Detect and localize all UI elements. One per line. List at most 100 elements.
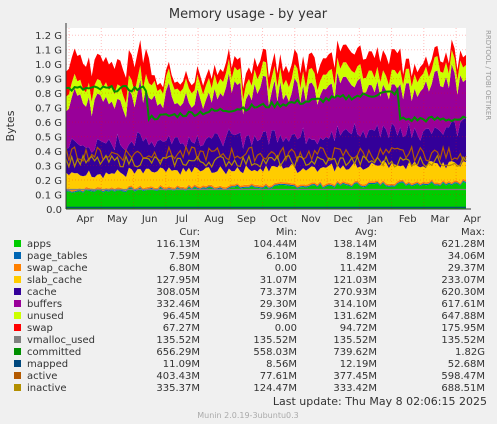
legend-name-committed: committed [27, 347, 81, 358]
x-tick-label: Mar [431, 214, 451, 225]
legend-header: Avg: [355, 227, 377, 238]
legend-swatch-page_tables [14, 252, 21, 259]
legend-min-inactive: 124.47M [253, 383, 297, 394]
legend-cur-vmalloc_used: 135.52M [156, 335, 200, 346]
area-apps [66, 181, 466, 209]
legend-min-vmalloc_used: 135.52M [253, 335, 297, 346]
legend-max-swap: 175.95M [441, 323, 485, 334]
last-update: Last update: Thu May 8 02:06:15 2025 [273, 395, 487, 408]
x-tick-label: May [107, 214, 128, 225]
legend-cur-buffers: 332.46M [156, 299, 200, 310]
legend-max-cache: 620.30M [441, 287, 485, 298]
x-tick-label: Jan [367, 214, 383, 225]
legend-cur-committed: 656.29M [156, 347, 200, 358]
x-tick-label: Apr [464, 214, 482, 225]
legend-max-swap_cache: 29.37M [448, 263, 485, 274]
legend-cur-cache: 308.05M [156, 287, 200, 298]
legend-name-swap: swap [27, 323, 53, 334]
legend-avg-unused: 131.62M [333, 311, 377, 322]
legend-swatch-committed [14, 348, 21, 355]
legend-cur-inactive: 335.37M [156, 383, 200, 394]
legend-cur-swap_cache: 6.80M [169, 263, 200, 274]
area-unused [66, 49, 466, 118]
x-tick-label: Nov [301, 214, 321, 225]
legend-avg-apps: 138.14M [333, 239, 377, 250]
legend-name-active: active [27, 371, 57, 382]
legend-avg-buffers: 314.10M [333, 299, 377, 310]
y-tick-label: 0.3 G [35, 162, 62, 173]
x-tick-label: Dec [334, 214, 353, 225]
legend-cur-page_tables: 7.59M [169, 251, 200, 262]
legend-max-inactive: 688.51M [441, 383, 485, 394]
legend-cur-mapped: 11.09M [163, 359, 200, 370]
y-tick-label: 0.2 G [35, 176, 62, 187]
legend-avg-vmalloc_used: 135.52M [333, 335, 377, 346]
legend-name-swap_cache: swap_cache [27, 263, 87, 274]
legend-avg-swap_cache: 11.42M [340, 263, 377, 274]
legend-name-mapped: mapped [27, 359, 68, 370]
legend-header: Min: [276, 227, 297, 238]
chart-title: Memory usage - by year [169, 7, 328, 22]
legend-min-unused: 59.96M [260, 311, 297, 322]
area-slab_cache [66, 160, 466, 190]
legend-min-swap_cache: 0.00 [275, 263, 297, 274]
legend-swatch-vmalloc_used [14, 336, 21, 343]
y-tick-label: 0.5 G [35, 133, 62, 144]
y-tick-label: 0.9 G [35, 75, 62, 86]
line-active [65, 144, 467, 163]
legend-swatch-buffers [14, 300, 21, 307]
y-tick-label: 0.0 [46, 205, 62, 216]
x-tick-label: Jul [175, 214, 188, 225]
legend-max-mapped: 52.68M [448, 359, 485, 370]
line-inactive [65, 153, 467, 169]
legend-swatch-unused [14, 312, 21, 319]
legend-max-vmalloc_used: 135.52M [441, 335, 485, 346]
area-buffers [66, 64, 466, 153]
legend-max-committed: 1.82G [455, 347, 485, 358]
x-tick-label: Aug [204, 214, 224, 225]
legend-name-slab_cache: slab_cache [27, 275, 82, 286]
legend-max-unused: 647.88M [441, 311, 485, 322]
legend-max-page_tables: 34.06M [448, 251, 485, 262]
legend-cur-active: 403.43M [156, 371, 200, 382]
legend-min-apps: 104.44M [253, 239, 297, 250]
x-tick-label: Apr [76, 214, 94, 225]
legend-max-active: 598.47M [441, 371, 485, 382]
area-cache [66, 118, 466, 179]
x-tick-label: Feb [399, 214, 417, 225]
legend-min-slab_cache: 31.07M [260, 275, 297, 286]
legend-cur-apps: 116.13M [156, 239, 200, 250]
legend-name-unused: unused [27, 311, 64, 322]
y-tick-label: 0.8 G [35, 89, 62, 100]
legend-min-mapped: 8.56M [266, 359, 297, 370]
legend-swatch-active [14, 372, 21, 379]
legend-max-apps: 621.28M [441, 239, 485, 250]
legend-max-buffers: 617.61M [441, 299, 485, 310]
legend-swatch-swap [14, 324, 21, 331]
legend-swatch-cache [14, 288, 21, 295]
legend-swatch-swap_cache [14, 264, 21, 271]
y-tick-label: 1.2 G [35, 31, 62, 42]
legend-swatch-apps [14, 240, 21, 247]
legend-header: Cur: [179, 227, 200, 238]
legend-name-cache: cache [27, 287, 57, 298]
line-committed [65, 84, 467, 123]
x-tick-label: Oct [270, 214, 287, 225]
y-tick-label: 0.1 G [35, 191, 62, 202]
legend-swatch-slab_cache [14, 276, 21, 283]
legend-cur-swap: 67.27M [163, 323, 200, 334]
y-tick-label: 0.4 G [35, 147, 62, 158]
legend-name-page_tables: page_tables [27, 251, 88, 262]
rrdtool-credit: RRDTOOL / TOBI OETIKER [484, 30, 492, 120]
area-swap [66, 39, 466, 104]
legend-avg-committed: 739.62M [333, 347, 377, 358]
legend-avg-swap: 94.72M [340, 323, 377, 334]
legend-avg-page_tables: 8.19M [346, 251, 377, 262]
legend-min-page_tables: 6.10M [266, 251, 297, 262]
legend-max-slab_cache: 233.07M [441, 275, 485, 286]
legend-avg-slab_cache: 121.03M [333, 275, 377, 286]
legend-swatch-mapped [14, 360, 21, 367]
legend-avg-active: 377.45M [333, 371, 377, 382]
legend-min-committed: 558.03M [253, 347, 297, 358]
